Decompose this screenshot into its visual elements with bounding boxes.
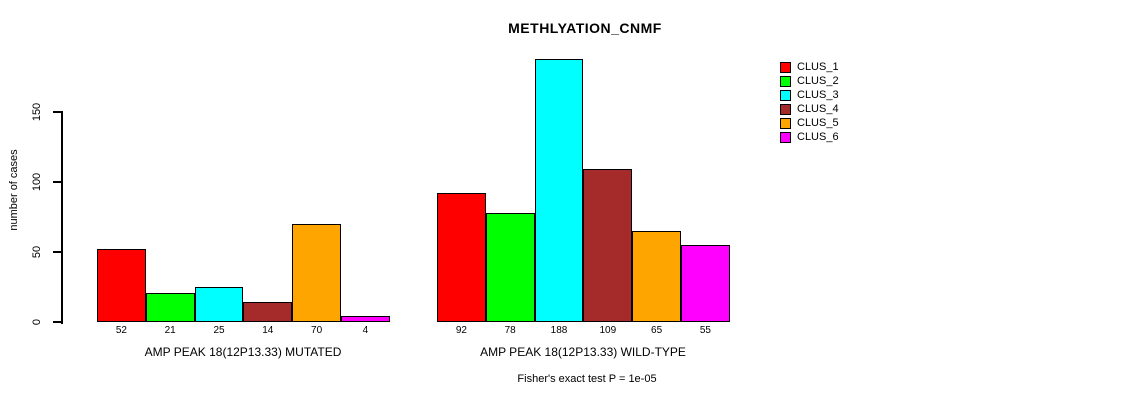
legend-label: CLUS_1	[797, 61, 839, 73]
legend-item: CLUS_1	[780, 62, 839, 73]
y-tick-mark	[53, 251, 61, 253]
bar-value-label: 65	[651, 325, 663, 336]
bar	[534, 58, 584, 322]
bar-value-label: 52	[115, 325, 127, 336]
bar	[632, 231, 681, 322]
bar	[341, 316, 390, 322]
legend-swatch	[780, 76, 791, 87]
legend-swatch	[780, 132, 791, 143]
y-tick-mark	[53, 321, 61, 323]
legend-item: CLUS_4	[780, 104, 839, 115]
group-label-mutated: AMP PEAK 18(12P13.33) MUTATED	[144, 345, 342, 359]
bar-value-label: 55	[699, 325, 711, 336]
bar	[243, 302, 293, 322]
bar	[485, 212, 535, 322]
bar	[292, 224, 341, 322]
y-tick-label: 100	[31, 172, 43, 192]
bar	[583, 169, 633, 322]
legend-swatch	[780, 62, 791, 73]
annotation-fisher-test: Fisher's exact test P = 1e-05	[517, 373, 657, 385]
bar-value-label: 4	[362, 325, 369, 336]
legend-label: CLUS_2	[797, 75, 839, 87]
bar-value-label: 109	[599, 325, 617, 336]
bar	[681, 245, 730, 322]
bar	[97, 249, 146, 322]
legend-item: CLUS_5	[780, 118, 839, 129]
y-tick-mark	[53, 111, 61, 113]
bar-value-label: 14	[262, 325, 274, 336]
y-axis-title: number of cases	[8, 149, 20, 231]
y-tick-mark	[53, 181, 61, 183]
legend-item: CLUS_6	[780, 132, 839, 143]
legend-label: CLUS_6	[797, 131, 839, 143]
legend: CLUS_1 CLUS_2 CLUS_3 CLUS_4 CLUS_5 CLUS_6	[780, 62, 839, 146]
chart-title: METHLYATION_CNMF	[508, 20, 662, 36]
legend-swatch	[780, 104, 791, 115]
y-tick-label: 0	[31, 318, 43, 326]
legend-item: CLUS_3	[780, 90, 839, 101]
y-tick-label: 150	[31, 102, 43, 122]
legend-label: CLUS_4	[797, 103, 839, 115]
bar-value-label: 78	[504, 325, 516, 336]
bar-value-label: 25	[213, 325, 225, 336]
legend-swatch	[780, 118, 791, 129]
bar	[437, 193, 486, 322]
bar	[145, 292, 195, 322]
legend-label: CLUS_5	[797, 117, 839, 129]
bar-value-label: 188	[550, 325, 568, 336]
bar-value-label: 21	[164, 325, 176, 336]
legend-swatch	[780, 90, 791, 101]
y-axis-line	[61, 111, 63, 324]
group-label-wild-type: AMP PEAK 18(12P13.33) WILD-TYPE	[480, 345, 686, 359]
y-tick-label: 50	[31, 245, 43, 259]
bar	[194, 287, 244, 322]
legend-item: CLUS_2	[780, 76, 839, 87]
bar-value-label: 70	[311, 325, 323, 336]
bar-value-label: 92	[455, 325, 467, 336]
legend-label: CLUS_3	[797, 89, 839, 101]
